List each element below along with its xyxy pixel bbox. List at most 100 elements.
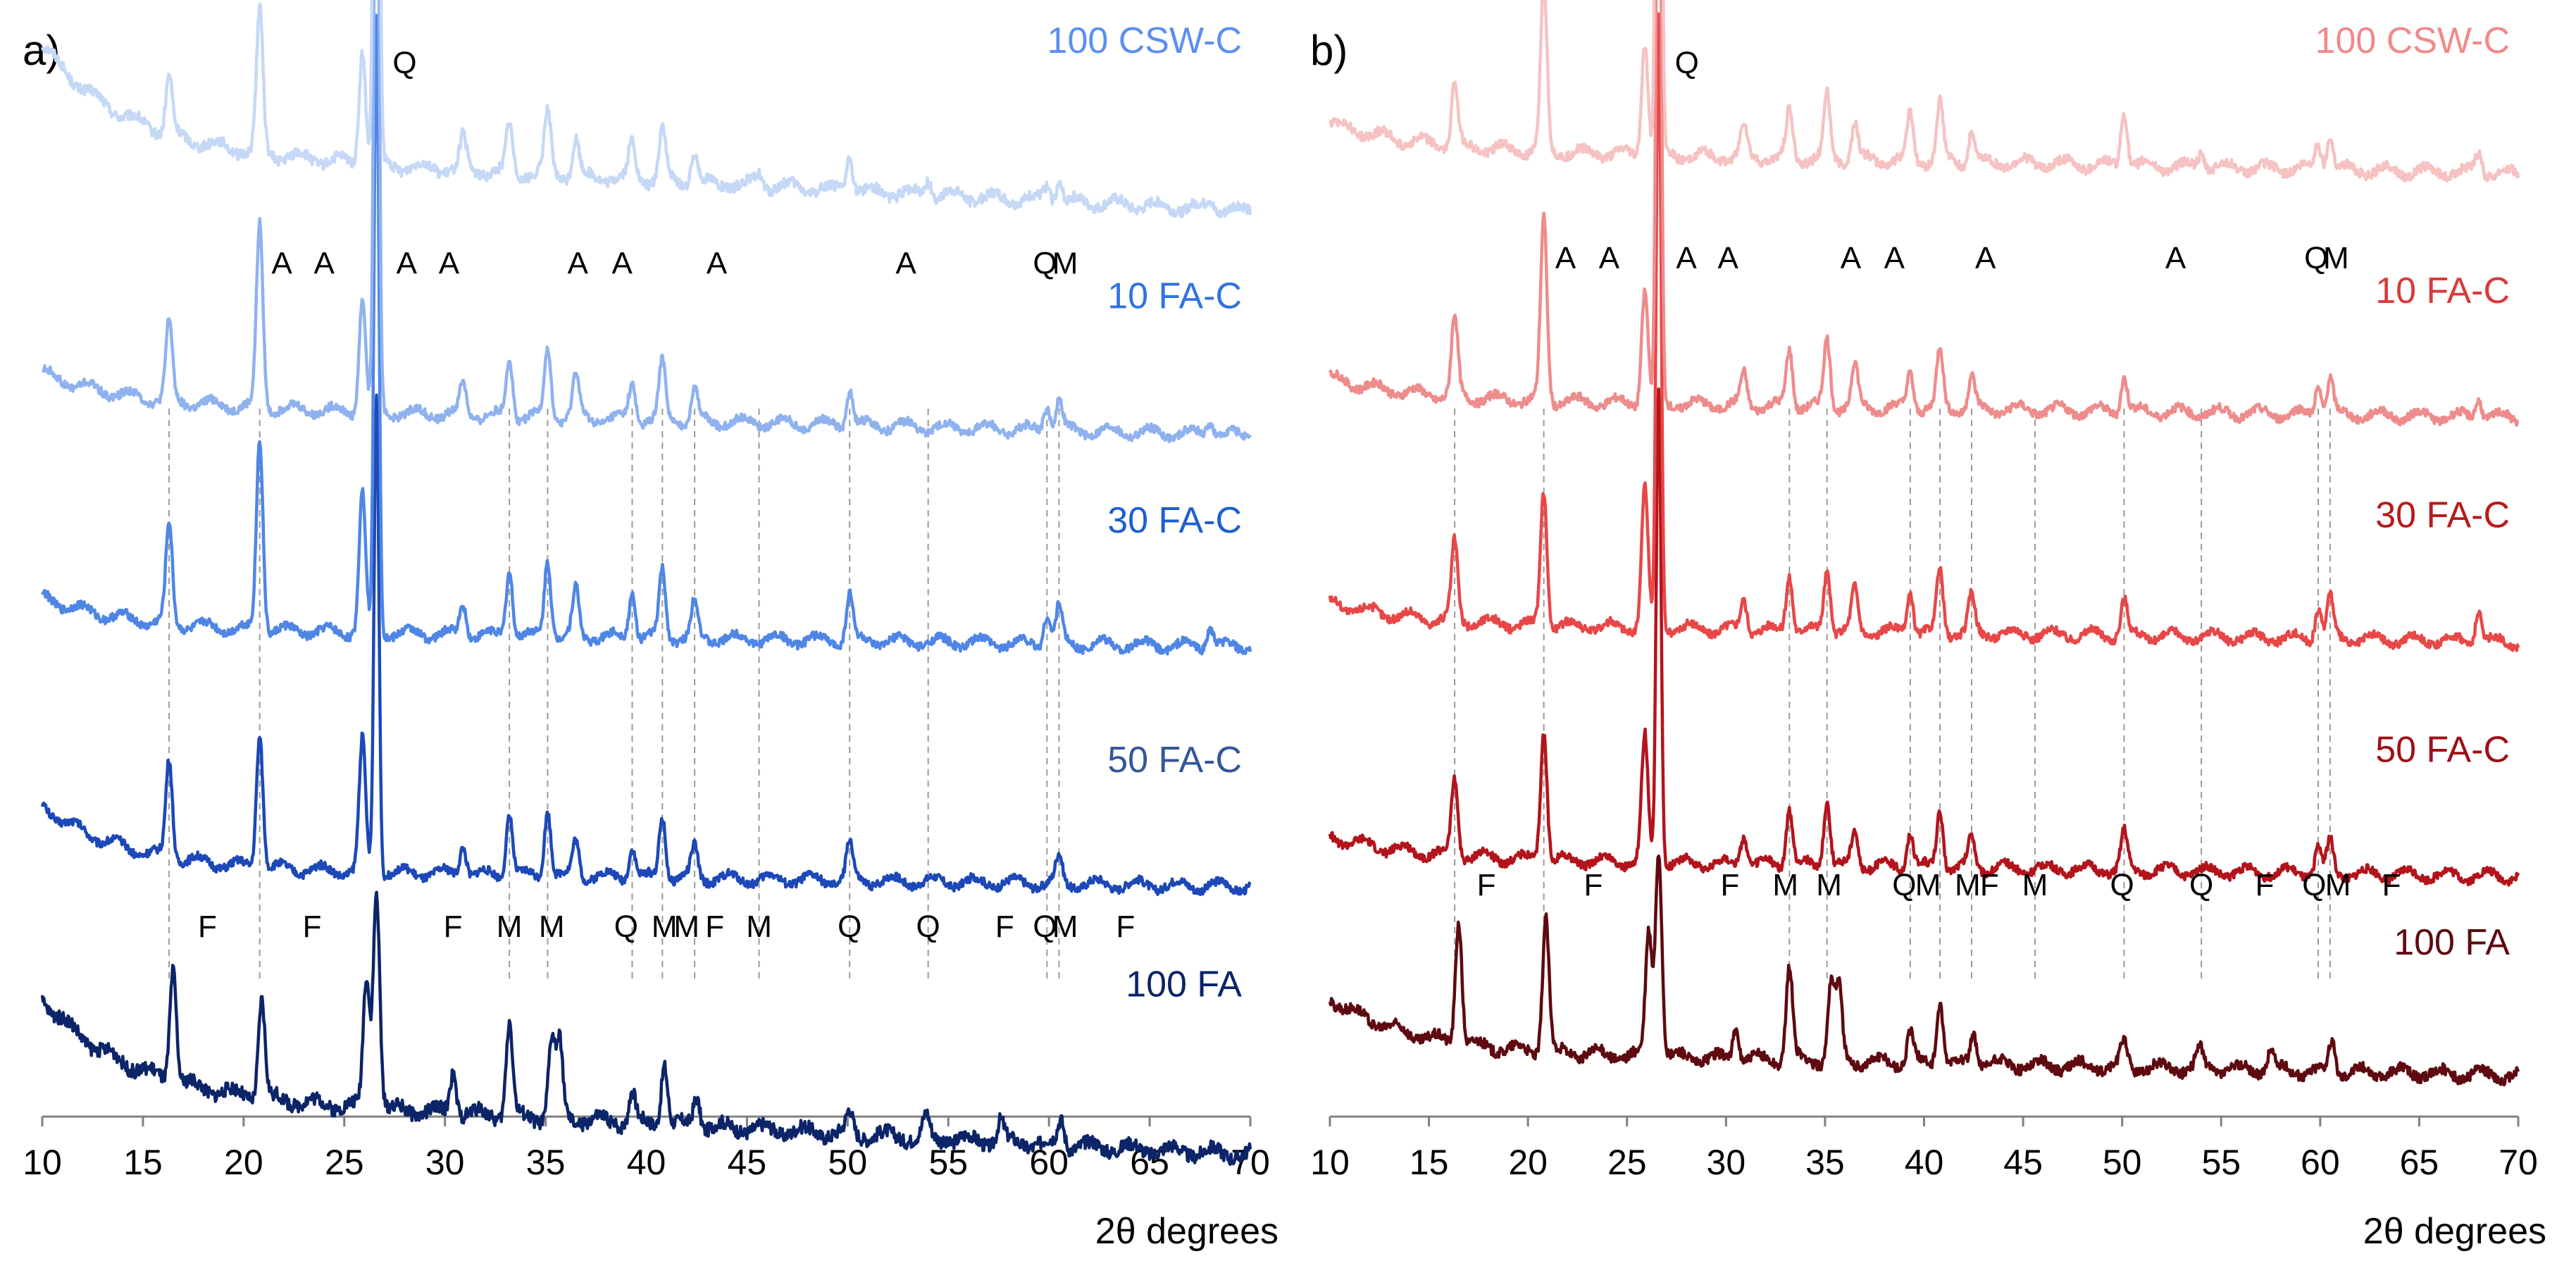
- panel-b-label: b): [1310, 27, 1348, 74]
- panel-a-x-tick-label: 35: [526, 1143, 566, 1182]
- panel-b-peak-label: F: [1980, 868, 1999, 902]
- panel-b-peak-label: M: [1816, 868, 1842, 902]
- panel-a-peak-label: M: [673, 909, 699, 944]
- panel-a-peak-label: A: [271, 246, 292, 280]
- panel-b-series-100-fa: [1328, 855, 2520, 1087]
- panel-b-x-tick-label: 10: [1310, 1143, 1350, 1182]
- panel-a-x-tick-label: 10: [23, 1143, 62, 1182]
- panel-b-peak-label: Q: [2189, 868, 2213, 902]
- panel-b-peak-label: Q: [2304, 241, 2328, 275]
- panel-a-peak-label: A: [707, 246, 728, 280]
- panel-a-top-peak-label: Q: [392, 46, 416, 80]
- panel-a-peak-label: F: [1116, 909, 1135, 944]
- panel-b-x-tick-label: 15: [1410, 1143, 1449, 1182]
- panel-a-x-tick-label: 20: [224, 1143, 263, 1182]
- panel-b-x-tick-label: 25: [1607, 1143, 1647, 1182]
- panel-a-peak-label: Q: [838, 909, 861, 944]
- panel-b-x-tick-label: 30: [1707, 1143, 1746, 1182]
- panel-a-series-100-csw-c: [40, 0, 1252, 218]
- panel-b-peak-label: A: [1975, 241, 1996, 275]
- panel-a-peak-label: A: [612, 246, 633, 280]
- panel-b-x-axis-title: 2θ degrees: [2363, 1211, 2546, 1252]
- panel-b-peak-label: F: [1721, 868, 1740, 902]
- panel-a-peak-label: A: [568, 246, 589, 280]
- panel-a-peak-label: M: [539, 909, 565, 944]
- panel-a-peak-label: A: [896, 246, 917, 280]
- panel-a-series-label: 100 CSW-C: [1047, 20, 1242, 61]
- panel-a-series-label: 30 FA-C: [1107, 500, 1242, 541]
- panel-a-series-label: 50 FA-C: [1107, 740, 1242, 781]
- panel-b-peak-label: F: [2255, 868, 2275, 902]
- panel-a-series-10-fa-c: [41, 0, 1252, 443]
- panel-a-peak-label: F: [444, 909, 463, 944]
- panel-b-peak-label: A: [1717, 241, 1738, 275]
- panel-a-series-50-fa-c: [40, 393, 1252, 897]
- panel-a-peak-label: M: [746, 909, 772, 944]
- panel-b-peak-label: Q: [2110, 868, 2134, 902]
- panel-b-x-tick-label: 65: [2400, 1143, 2439, 1182]
- panel-a-peak-label: F: [705, 909, 724, 944]
- panel-b-series-100-csw-c: [1329, 0, 2520, 183]
- panel-b-series-label: 30 FA-C: [2375, 495, 2510, 535]
- panel-a-peak-label: M: [497, 909, 523, 944]
- panel-a-x-tick-label: 55: [928, 1143, 968, 1182]
- panel-a-peak-label: M: [652, 909, 678, 944]
- panel-b-peak-label: M: [2323, 241, 2349, 275]
- panel-a-x-tick-label: 60: [1029, 1143, 1069, 1182]
- panel-b-series-label: 100 CSW-C: [2315, 20, 2510, 61]
- panel-a-series-label: 100 FA: [1126, 964, 1242, 1005]
- panel-b-series-label: 50 FA-C: [2375, 729, 2510, 770]
- panel-b-peak-label: M: [1955, 868, 1981, 902]
- panel-a-peak-label: Q: [916, 909, 940, 944]
- panel-a-peak-label: A: [313, 246, 335, 280]
- panel-a-peak-label: F: [303, 909, 322, 944]
- panel-b-series-30-fa-c: [1328, 12, 2520, 652]
- panel-a-series-30-fa-c: [40, 13, 1252, 656]
- panel-b-series-50-fa-c: [1328, 387, 2520, 887]
- panel-b-series-10-fa-c: [1328, 0, 2520, 427]
- panel-a-x-axis-title: 2θ degrees: [1095, 1211, 1278, 1252]
- panel-a-peak-label: M: [1052, 909, 1078, 944]
- panel-a-x-tick-label: 45: [728, 1143, 767, 1182]
- panel-a-peak-label: Q: [1033, 246, 1057, 280]
- panel-b-x-tick-label: 40: [1905, 1143, 1944, 1182]
- panel-a-peak-label: Q: [1033, 909, 1057, 944]
- panel-b-x-tick-label: 45: [2003, 1143, 2043, 1182]
- panel-b-peak-label: A: [1884, 241, 1905, 275]
- panel-b-peak-label: A: [2165, 241, 2186, 275]
- panel-a-peak-label: F: [995, 909, 1014, 944]
- panel-b-x-tick-label: 20: [1508, 1143, 1548, 1182]
- panel-a-peak-label: M: [1052, 246, 1078, 280]
- panel-a-x-tick-label: 40: [627, 1143, 666, 1182]
- panel-b-peak-label: A: [1676, 241, 1697, 275]
- panel-a-x-tick-label: 30: [425, 1143, 465, 1182]
- panel-b-peak-label: A: [1555, 241, 1576, 275]
- panel-b-x-tick-label: 60: [2301, 1143, 2340, 1182]
- panel-b-series-label: 10 FA-C: [2375, 271, 2510, 311]
- panel-b-peak-label: A: [1841, 241, 1862, 275]
- panel-b-peak-label: F: [1584, 868, 1603, 902]
- panel-b-peak-label: M: [2022, 868, 2048, 902]
- panel-b-x-tick-label: 70: [2499, 1143, 2538, 1182]
- panel-a-peak-label: A: [439, 246, 460, 280]
- panel-a-peak-label: Q: [614, 909, 638, 944]
- panel-b-peak-label: M: [1772, 868, 1798, 902]
- panel-b-x-tick-label: 55: [2201, 1143, 2241, 1182]
- panel-a-peak-label: A: [397, 246, 418, 280]
- panel-b-x-tick-label: 50: [2103, 1143, 2142, 1182]
- panel-a-x-tick-label: 50: [828, 1143, 868, 1182]
- panel-b-peak-label: Q: [2302, 868, 2326, 902]
- panel-a-series-100-fa: [40, 890, 1252, 1167]
- panel-a-x-tick-label: 25: [325, 1143, 364, 1182]
- panel-a-x-tick-label: 15: [123, 1143, 163, 1182]
- panel-b-x-tick-label: 35: [1805, 1143, 1845, 1182]
- panel-b-top-peak-label: Q: [1675, 46, 1699, 80]
- panel-a-series-label: 10 FA-C: [1107, 276, 1242, 317]
- panel-b-peak-label: M: [2325, 868, 2351, 902]
- panel-b-peak-label: A: [1599, 241, 1620, 275]
- panel-b-series-label: 100 FA: [2394, 922, 2510, 963]
- panel-b-peak-label: F: [2382, 868, 2401, 902]
- panel-b-peak-label: Q: [1892, 868, 1916, 902]
- panel-a-peak-label: F: [198, 909, 217, 944]
